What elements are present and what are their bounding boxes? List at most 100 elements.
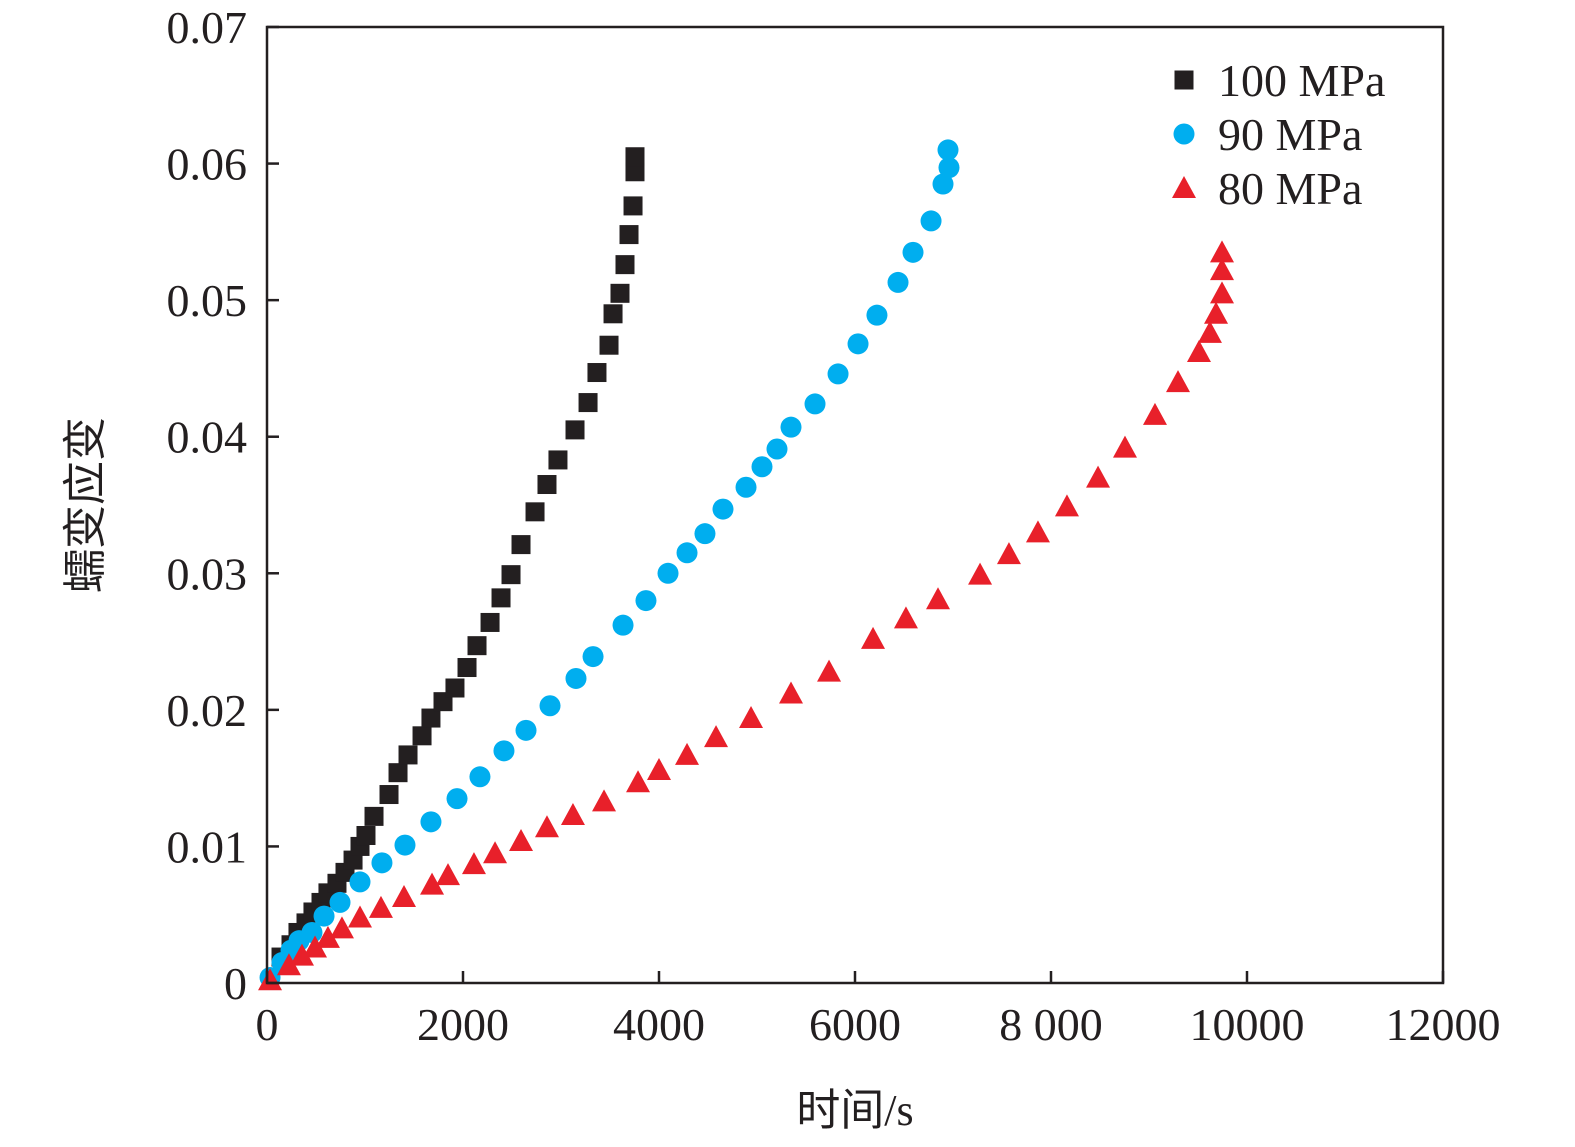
data-point [501,565,521,585]
data-point [619,225,639,245]
data-point [461,852,486,875]
y-tick-label: 0.04 [167,412,248,463]
data-point [625,147,645,167]
data-point [412,726,432,746]
data-point [356,826,376,846]
data-point [548,450,568,470]
data-point [610,283,630,303]
data-point [587,363,607,383]
data-point [534,815,559,838]
x-tick-label: 8 000 [999,999,1103,1050]
data-point [887,271,909,293]
data-point [421,708,441,728]
data-point [676,542,698,564]
y-tick-label: 0.01 [167,821,248,872]
data-point [996,542,1021,565]
data-point [780,416,802,438]
data-point [625,162,645,182]
data-point [457,658,477,678]
y-tick-label: 0 [224,958,247,1009]
series-100-mpa [271,147,645,967]
data-point [582,646,604,668]
data-point [751,456,773,478]
data-point [847,333,869,355]
x-tick-label: 12000 [1386,999,1501,1050]
data-point [926,587,951,610]
data-point [779,681,804,704]
data-point [388,763,408,783]
data-point [315,925,340,948]
x-tick-label: 4000 [613,999,705,1050]
legend-marker [1172,176,1196,198]
data-point [675,742,700,765]
data-point [446,788,468,810]
data-point [893,606,918,629]
data-point [735,476,757,498]
x-tick-label: 0 [256,999,279,1050]
data-point [525,502,545,522]
data-point [348,905,373,928]
legend-marker [1174,70,1194,90]
data-point [1142,402,1167,425]
data-point [1210,258,1235,281]
data-point [398,745,418,765]
data-point [623,196,643,216]
data-point [937,139,959,161]
data-point [511,535,531,555]
data-point [436,863,461,886]
data-point [1197,320,1222,343]
data-point [804,393,826,415]
data-point [491,588,511,608]
data-point [467,636,487,656]
data-point [902,241,924,263]
data-point [932,173,954,195]
data-point [560,803,585,826]
data-point [817,659,842,682]
data-point [1112,435,1137,458]
x-axis-label: 时间/s [796,1086,913,1135]
data-point [592,789,617,812]
data-point [599,335,619,355]
data-point [469,766,491,788]
data-point [371,852,393,874]
data-point [603,304,623,324]
legend-label: 80 MPa [1218,163,1362,214]
data-point [1186,340,1211,363]
y-tick-label: 0.06 [167,139,248,190]
data-point [1166,370,1191,393]
data-point [968,562,993,585]
x-tick-label: 2000 [417,999,509,1050]
data-point [565,420,585,440]
y-tick-label: 0.03 [167,548,248,599]
data-point [704,725,729,748]
data-point [827,363,849,385]
y-tick-label: 0.02 [167,685,248,736]
data-point [565,667,587,689]
data-point [1086,465,1111,488]
data-point [766,438,788,460]
y-tick-label: 0.07 [167,2,248,53]
data-point [329,916,354,939]
data-point [537,475,557,495]
data-point [938,157,960,179]
data-point [420,811,442,833]
data-point [258,968,283,991]
data-point [445,678,465,698]
data-point [392,884,417,907]
data-point [712,498,734,520]
data-point [480,612,500,632]
data-point [420,872,445,895]
data-point [866,304,888,326]
data-point [289,943,314,966]
data-point [303,935,328,958]
data-point [626,770,651,793]
y-axis-label: 蠕变应变 [61,417,110,593]
data-point [612,614,634,636]
data-point [349,871,371,893]
data-point [368,895,393,918]
y-tick-label: 0.05 [167,275,248,326]
data-point [1204,301,1229,324]
data-point [515,719,537,741]
